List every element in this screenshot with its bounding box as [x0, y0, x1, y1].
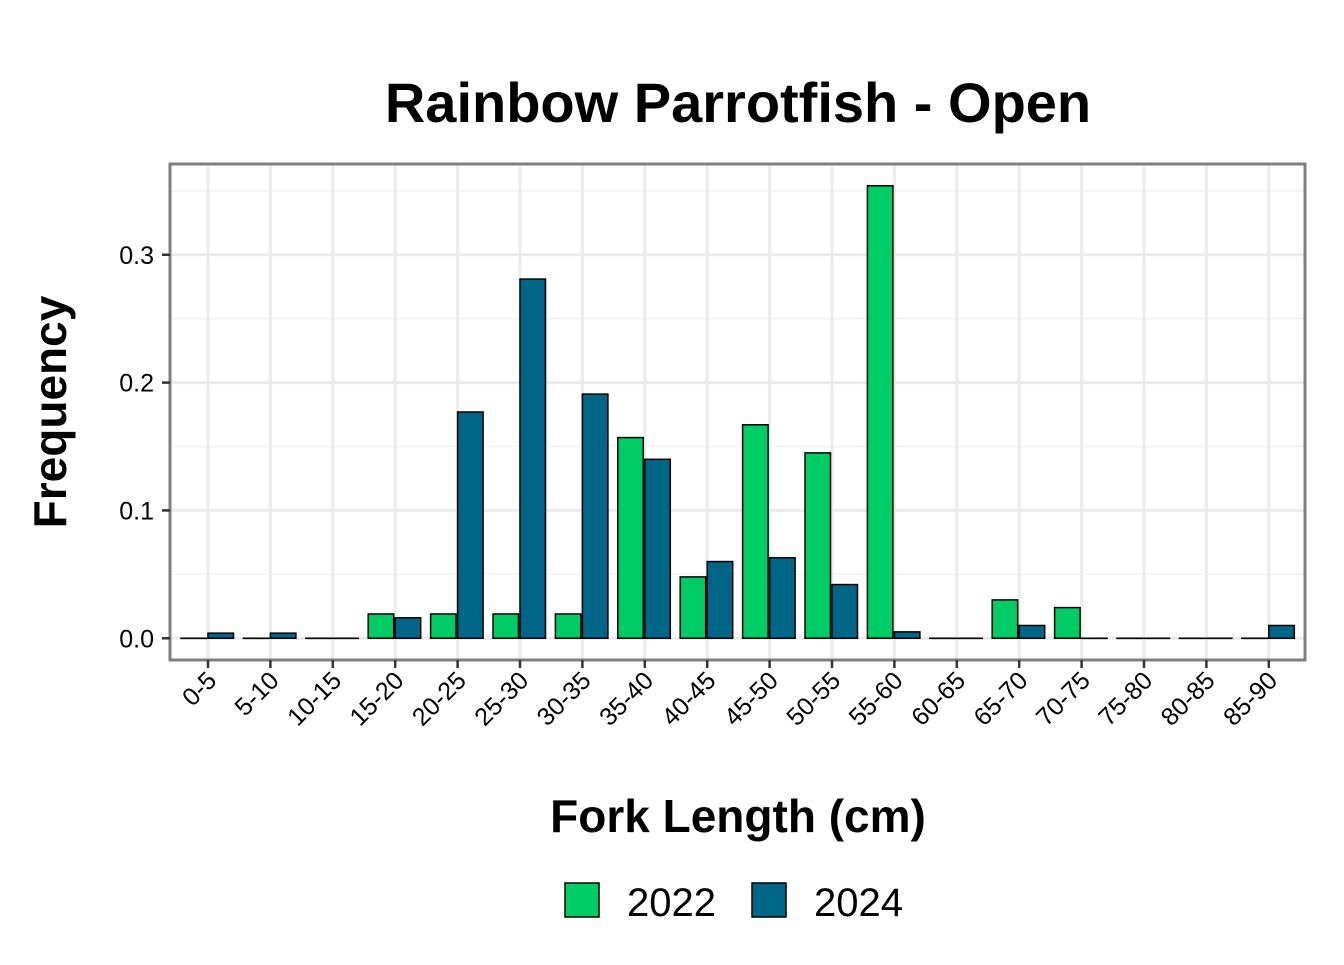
y-tick-label: 0.1	[119, 497, 154, 525]
x-axis-label: Fork Length (cm)	[550, 790, 926, 842]
x-tick-label: 45-50	[719, 666, 784, 731]
x-tick-label: 30-35	[532, 666, 597, 731]
bar-2022-65-70	[992, 600, 1018, 638]
bar-2024-45-50	[770, 558, 796, 639]
bar-2022-20-25	[431, 614, 457, 638]
bar-2024-35-40	[645, 459, 671, 638]
x-tick-label: 35-40	[594, 666, 659, 731]
panel-background	[170, 164, 1305, 660]
x-tick-label: 5-10	[229, 666, 284, 721]
y-tick-label: 0.0	[119, 625, 154, 653]
bar-2024-65-70	[1019, 625, 1044, 638]
bar-2022-40-45	[680, 577, 706, 638]
bar-2024-85-90	[1269, 625, 1295, 638]
x-tick-label: 25-30	[469, 666, 534, 731]
x-tick-label: 10-15	[282, 666, 347, 731]
legend: 2022 2024	[565, 881, 903, 925]
bar-2022-25-30	[493, 614, 519, 638]
y-tick-label: 0.2	[119, 370, 154, 398]
x-tick-label: 75-80	[1093, 666, 1158, 731]
x-tick-label: 15-20	[344, 666, 409, 731]
y-tick-label: 0.3	[119, 242, 154, 270]
legend-label-2022: 2022	[627, 881, 716, 925]
legend-key-2022	[565, 883, 599, 917]
bar-2024-50-55	[832, 585, 858, 639]
bar-2024-5-10	[270, 633, 296, 638]
bar-2022-50-55	[805, 453, 831, 638]
bar-2024-0-5	[208, 633, 234, 638]
x-tick-label: 60-65	[906, 666, 971, 731]
x-tick-label: 65-70	[968, 666, 1033, 731]
x-tick-label: 55-60	[844, 666, 909, 731]
bar-2024-30-35	[582, 394, 608, 638]
x-tick-label: 85-90	[1218, 666, 1283, 731]
bar-2022-35-40	[618, 438, 644, 639]
bar-2024-25-30	[520, 279, 546, 638]
x-tick-label: 20-25	[407, 666, 472, 731]
bar-2022-15-20	[368, 614, 394, 638]
bar-2022-70-75	[1055, 608, 1081, 639]
x-tick-label: 50-55	[781, 666, 846, 731]
legend-label-2024: 2024	[814, 881, 903, 925]
bar-2024-55-60	[894, 632, 920, 638]
bar-2024-40-45	[707, 562, 733, 639]
bar-2022-30-35	[555, 614, 581, 638]
legend-key-2024	[752, 883, 786, 917]
bar-2024-20-25	[458, 412, 484, 638]
x-tick-label: 40-45	[656, 666, 721, 731]
bar-2022-55-60	[867, 186, 893, 639]
x-tick-label: 80-85	[1156, 666, 1221, 731]
y-axis-label: Frequency	[24, 295, 76, 528]
chart-title: Rainbow Parrotfish - Open	[385, 71, 1091, 134]
bar-2024-15-20	[395, 618, 421, 638]
x-tick-label: 70-75	[1031, 666, 1096, 731]
x-tick-label: 0-5	[177, 666, 222, 711]
bar-2022-45-50	[743, 425, 769, 638]
